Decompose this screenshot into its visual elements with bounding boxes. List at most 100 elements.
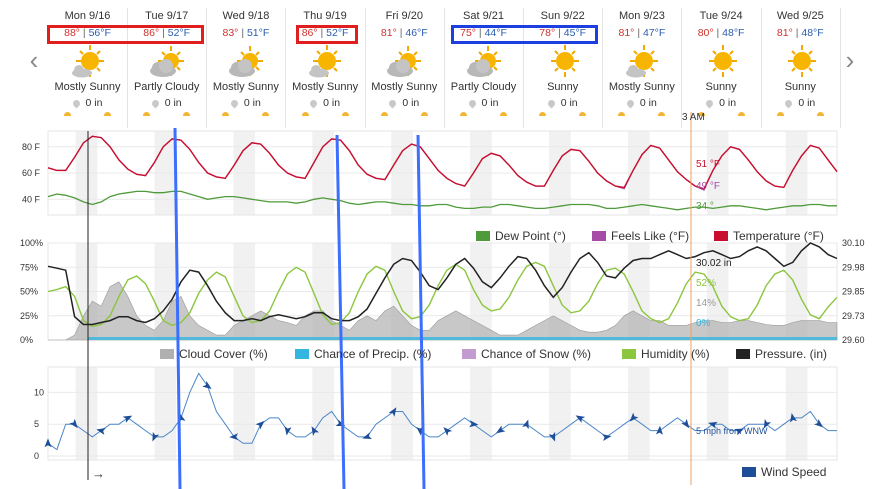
day-condition: Sunny <box>547 81 579 93</box>
precip-amount: 0 in <box>560 97 578 109</box>
wind-direction-arrow <box>681 418 690 429</box>
timeline-start-arrow: → <box>92 466 105 481</box>
legend-wind-speed[interactable]: Wind Speed <box>742 465 826 479</box>
y-tick-label-left: 25% <box>20 311 38 321</box>
wind-direction-arrow <box>311 426 320 436</box>
prev-days-button[interactable]: ‹ <box>29 45 39 75</box>
wind-direction-arrow <box>495 425 506 434</box>
day-condition: Mostly Sunny <box>371 81 438 93</box>
day-column[interactable]: Tue 9/17 86° | 52°F Par <box>127 8 208 128</box>
day-column[interactable]: Sat 9/21 75° | 44°F Par <box>444 8 524 128</box>
day-column[interactable]: Sun 9/22 78° | 45°F Sunny <box>523 8 604 128</box>
night-band <box>75 367 98 460</box>
night-band <box>785 367 808 460</box>
day-temps: 81° | 47°F <box>602 27 681 41</box>
low-temp: 44°F <box>484 27 507 39</box>
day-precip: 0 in <box>127 97 206 109</box>
high-temp: 81° <box>776 27 793 39</box>
next-days-button[interactable]: › <box>845 45 855 75</box>
legend-cloud-cover[interactable]: Cloud Cover (%) <box>160 347 268 361</box>
legend-swatch-feels-like <box>592 231 606 241</box>
daily-forecast-strip: Mon 9/16 88° | 56°F Mostly Sunny <box>48 8 841 128</box>
sunset-icon <box>341 112 349 116</box>
humidity-readout: 52% <box>696 278 716 289</box>
low-temp: 45°F <box>563 27 587 39</box>
legend-label: Temperature (°F) <box>733 229 824 243</box>
day-column[interactable]: Wed 9/18 83° | 51°F Mos <box>206 8 287 128</box>
high-temp: 86° <box>143 27 160 39</box>
temp-separator: | <box>637 27 641 39</box>
wind-direction-arrow <box>469 420 479 428</box>
legend-label: Humidity (%) <box>641 347 710 361</box>
y-tick-label-right: 29.85 <box>842 287 865 297</box>
y-tick-label: 80 F <box>22 142 41 152</box>
night-band <box>549 367 571 460</box>
sun-icon <box>780 43 820 81</box>
precip-amount: 0 in <box>719 97 737 109</box>
day-condition: Mostly Sunny <box>212 81 279 93</box>
wind-arrow-head <box>388 407 397 417</box>
wind-arrow-head <box>229 433 239 441</box>
high-temp: 75° <box>460 27 476 39</box>
sun-cloud-icon <box>147 43 187 81</box>
pressure-readout: 30.02 in <box>696 258 732 269</box>
temp-separator: | <box>716 27 720 39</box>
day-condition: Partly Cloudy <box>450 81 517 93</box>
sunset-icon <box>420 112 428 116</box>
legend-dew-point[interactable]: Dew Point (°) <box>476 229 566 243</box>
wind-readout: 5 mph from WNW <box>696 426 768 436</box>
low-temp: 52°F <box>326 27 349 39</box>
day-temps: 75° | 44°F <box>444 27 523 41</box>
legend-humidity[interactable]: Humidity (%) <box>622 347 710 361</box>
day-column[interactable]: Mon 9/23 81° | 47°F Mostly Sunny <box>602 8 683 128</box>
legend-precip-chance[interactable]: Chance of Precip. (%) <box>295 347 431 361</box>
wind-direction-arrow <box>122 415 133 423</box>
sun-phase-markers <box>602 112 681 120</box>
day-temps: 81° | 48°F <box>761 27 840 41</box>
day-condition: Sunny <box>705 81 737 93</box>
precip-amount: 0 in <box>481 97 499 109</box>
precip-amount: 0 in <box>402 97 420 109</box>
legend-label: Feels Like (°F) <box>611 229 690 243</box>
legend-label: Pressure. (in) <box>755 347 828 361</box>
legend-swatch-temperature <box>714 231 728 241</box>
day-column[interactable]: Tue 9/24 80° | 48°F Sunny <box>682 8 762 128</box>
wind-arrow-head <box>469 420 479 428</box>
humidity-line <box>47 261 838 328</box>
wind-direction-arrow <box>96 428 106 435</box>
precip-chance-area <box>88 337 837 340</box>
high-temp: 88° <box>64 27 80 39</box>
wind-direction-arrow <box>69 418 78 429</box>
day-temps: 78° | 45°F <box>523 27 602 41</box>
day-precip: 0 in <box>365 97 444 109</box>
day-column[interactable]: Fri 9/20 81° | 46°F Mos <box>365 8 445 128</box>
temp-separator: | <box>795 27 799 39</box>
day-column[interactable]: Mon 9/16 88° | 56°F Mostly Sunny <box>48 8 128 128</box>
low-temp: 48°F <box>801 27 824 39</box>
low-temp: 46°F <box>405 27 428 39</box>
sun-cloud-icon <box>384 43 424 81</box>
day-column[interactable]: Thu 9/19 86° | 52°F Mostly Sunny <box>286 8 366 128</box>
day-column[interactable]: Wed 9/25 81° | 48°F Sunny <box>761 8 841 128</box>
wind-direction-arrow <box>443 427 453 436</box>
legend-pressure[interactable]: Pressure. (in) <box>736 347 827 361</box>
sun-phase-markers <box>761 112 840 120</box>
temp-separator: | <box>558 27 561 39</box>
legend-feels-like[interactable]: Feels Like (°F) <box>592 229 689 243</box>
y-tick-label: 5 <box>34 419 39 429</box>
precip-amount: 0 in <box>243 97 261 109</box>
legend-snow-chance[interactable]: Chance of Snow (%) <box>462 347 591 361</box>
legend-temperature[interactable]: Temperature (°F) <box>714 229 824 243</box>
sun-phase-markers <box>286 112 365 120</box>
low-temp: 51°F <box>246 27 270 39</box>
day-temps: 86° | 52°F <box>286 27 365 41</box>
temp-separator: | <box>82 27 86 39</box>
wind-direction-arrow <box>152 431 160 442</box>
wind-direction-arrow <box>602 434 612 441</box>
wind-direction-arrow <box>202 380 212 390</box>
sun-phase-markers <box>444 112 523 120</box>
wind-arrow-head <box>734 428 745 436</box>
day-precip: 0 in <box>682 97 761 109</box>
day-condition: Mostly Sunny <box>608 81 675 93</box>
night-band <box>470 367 492 460</box>
